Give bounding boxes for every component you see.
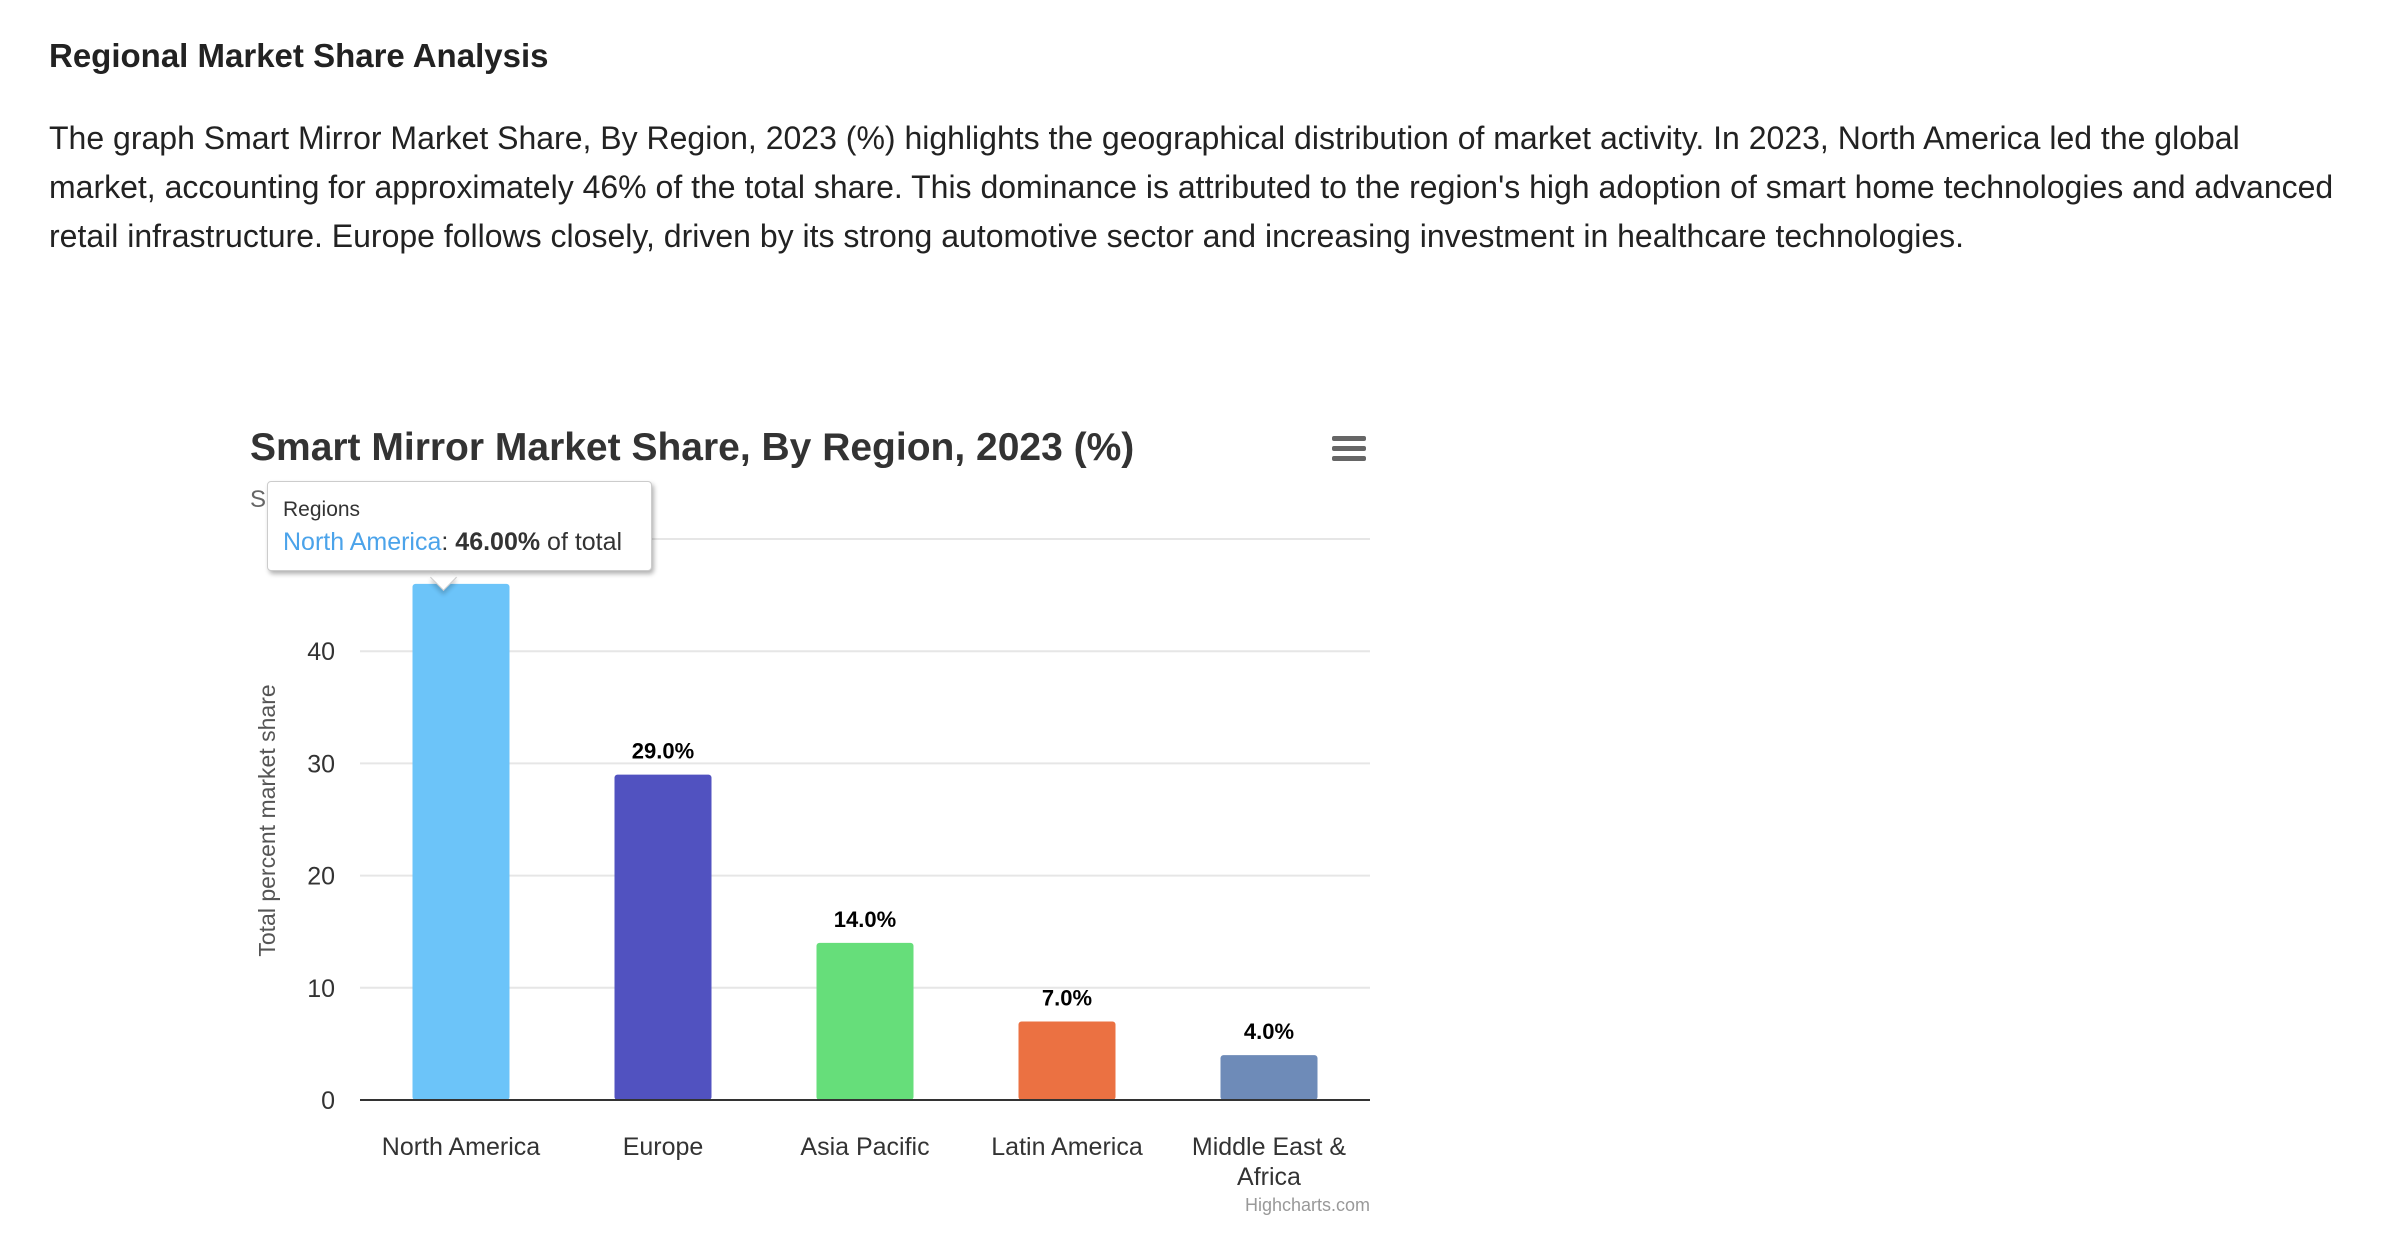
x-tick-label: Asia Pacific <box>800 1133 929 1161</box>
bar-north-america <box>412 583 510 1100</box>
x-tick-label: Latin America <box>991 1133 1143 1161</box>
x-tick-label: North America <box>382 1133 540 1161</box>
intro-paragraph: The graph Smart Mirror Market Share, By … <box>49 120 2334 254</box>
tooltip-value: 46.00% <box>455 528 541 556</box>
bar-data-label: 29.0% <box>632 739 694 764</box>
bar-chart: Smart Mirror Market Share, By Region, 20… <box>250 426 1370 1215</box>
y-tick-label: 30 <box>307 750 335 778</box>
y-tick-label: 20 <box>307 863 335 891</box>
y-axis-title: Total percent market share <box>254 684 280 956</box>
y-tick-label: 40 <box>307 638 335 666</box>
chart-tooltip: Regions North America: 46.00% of total <box>267 481 652 571</box>
hamburger-menu-icon-bar <box>1332 446 1366 451</box>
section-heading: Regional Market Share Analysis <box>49 37 549 74</box>
tooltip-body: North America: 46.00% of total <box>283 528 623 556</box>
x-tick-label: Europe <box>623 1133 704 1161</box>
bar-data-label: 7.0% <box>1042 985 1092 1010</box>
chart-title: Smart Mirror Market Share, By Region, 20… <box>250 426 1134 469</box>
x-tick-label: Africa <box>1237 1163 1301 1191</box>
chart-container: Smart Mirror Market Share, By Region, 20… <box>230 400 1390 1230</box>
y-tick-label: 0 <box>321 1087 335 1115</box>
tooltip-header: Regions <box>283 498 361 521</box>
tooltip-suffix: of total <box>540 528 623 556</box>
bar-data-label: 4.0% <box>1244 1019 1294 1044</box>
bar-europe <box>614 774 712 1100</box>
x-tick-label: Middle East & <box>1192 1133 1347 1161</box>
chart-credits: Highcharts.com <box>1245 1195 1370 1215</box>
chart-context-menu-button[interactable] <box>1320 426 1376 472</box>
hamburger-menu-icon <box>1332 436 1366 441</box>
hamburger-menu-icon-bar <box>1332 456 1366 461</box>
y-tick-label: 10 <box>307 975 335 1003</box>
bar-data-label: 14.0% <box>834 907 896 932</box>
tooltip-series-name: North America <box>283 528 442 556</box>
chart-subtitle: S <box>250 486 266 513</box>
bar-latin-america <box>1018 1021 1116 1100</box>
bar-middle-east-africa <box>1220 1055 1318 1100</box>
bar-asia-pacific <box>816 942 914 1100</box>
